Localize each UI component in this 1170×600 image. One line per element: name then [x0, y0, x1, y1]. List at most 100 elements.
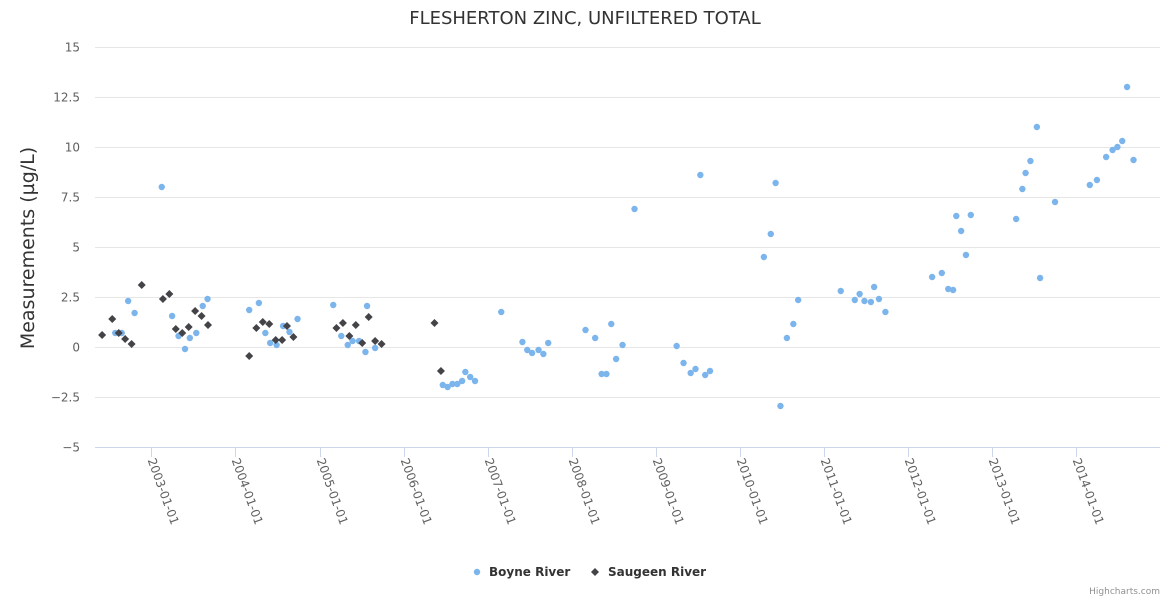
data-point[interactable] — [458, 377, 466, 385]
data-point[interactable] — [687, 369, 694, 377]
data-point[interactable] — [535, 346, 542, 354]
data-point[interactable] — [545, 339, 552, 347]
data-point[interactable] — [278, 336, 287, 344]
data-point[interactable] — [1012, 215, 1020, 223]
data-point[interactable] — [1109, 146, 1116, 154]
data-point[interactable] — [870, 283, 878, 291]
data-point[interactable] — [619, 341, 626, 349]
data-point[interactable] — [1019, 185, 1026, 193]
data-point[interactable] — [772, 179, 779, 187]
data-point[interactable] — [706, 367, 714, 375]
data-point[interactable] — [131, 309, 138, 317]
data-point[interactable] — [197, 312, 206, 320]
data-point[interactable] — [867, 298, 875, 306]
data-point[interactable] — [1119, 137, 1126, 145]
data-point[interactable] — [338, 332, 345, 340]
data-point[interactable] — [245, 352, 254, 360]
data-point[interactable] — [471, 377, 479, 385]
data-point[interactable] — [603, 370, 610, 378]
data-point[interactable] — [362, 348, 369, 356]
data-point[interactable] — [612, 355, 620, 363]
data-point[interactable] — [938, 269, 945, 277]
data-point[interactable] — [121, 335, 130, 343]
data-point[interactable] — [790, 320, 797, 328]
data-point[interactable] — [837, 287, 844, 295]
data-point[interactable] — [171, 325, 180, 333]
legend-item-boyne-river[interactable]: Boyne River — [473, 565, 571, 579]
data-point[interactable] — [582, 326, 589, 334]
data-point[interactable] — [524, 346, 531, 354]
data-point[interactable] — [252, 324, 261, 332]
data-point[interactable] — [137, 281, 146, 289]
data-point[interactable] — [271, 336, 280, 344]
data-point[interactable] — [945, 285, 952, 293]
data-point[interactable] — [199, 302, 206, 310]
data-point[interactable] — [344, 341, 351, 349]
data-point[interactable] — [701, 371, 709, 379]
data-point[interactable] — [608, 320, 615, 328]
data-point[interactable] — [673, 342, 680, 350]
data-point[interactable] — [289, 333, 298, 341]
data-point[interactable] — [875, 295, 883, 303]
data-point[interactable] — [851, 296, 858, 304]
data-point[interactable] — [953, 212, 960, 220]
data-point[interactable] — [760, 253, 768, 261]
data-point[interactable] — [108, 315, 117, 323]
data-point[interactable] — [178, 329, 187, 337]
data-point[interactable] — [957, 227, 965, 235]
data-point[interactable] — [158, 183, 165, 191]
data-point[interactable] — [351, 321, 360, 329]
data-point[interactable] — [265, 320, 274, 328]
data-point[interactable] — [204, 295, 211, 303]
data-point[interactable] — [191, 307, 200, 315]
data-point[interactable] — [462, 368, 469, 376]
data-point[interactable] — [338, 319, 347, 327]
data-point[interactable] — [598, 370, 605, 378]
data-point[interactable] — [1022, 169, 1029, 177]
data-point[interactable] — [1102, 153, 1110, 161]
data-point[interactable] — [186, 334, 194, 342]
data-point[interactable] — [454, 380, 461, 388]
data-point[interactable] — [1086, 181, 1093, 189]
data-point[interactable] — [767, 230, 774, 238]
data-point[interactable] — [127, 340, 136, 348]
legend-item-saugeen-river[interactable]: Saugeen River — [591, 565, 706, 579]
data-point[interactable] — [168, 312, 176, 320]
data-point[interactable] — [371, 344, 379, 352]
data-point[interactable] — [371, 337, 380, 345]
data-point[interactable] — [266, 339, 274, 347]
data-point[interactable] — [794, 296, 802, 304]
data-point[interactable] — [124, 297, 132, 305]
data-point[interactable] — [1130, 156, 1137, 164]
data-point[interactable] — [332, 324, 341, 332]
data-point[interactable] — [962, 251, 970, 259]
data-point[interactable] — [1093, 176, 1101, 184]
data-point[interactable] — [697, 171, 704, 179]
data-point[interactable] — [363, 302, 371, 310]
data-point[interactable] — [165, 290, 174, 298]
data-point[interactable] — [286, 328, 293, 336]
data-point[interactable] — [358, 339, 367, 347]
data-point[interactable] — [519, 338, 526, 346]
data-point[interactable] — [856, 290, 863, 298]
data-point[interactable] — [193, 329, 200, 337]
data-point[interactable] — [255, 299, 263, 307]
data-point[interactable] — [330, 301, 337, 309]
data-point[interactable] — [364, 313, 373, 321]
data-point[interactable] — [1036, 274, 1044, 282]
data-point[interactable] — [591, 334, 599, 342]
data-point[interactable] — [262, 329, 269, 337]
data-point[interactable] — [98, 331, 107, 339]
data-point[interactable] — [967, 211, 974, 219]
data-point[interactable] — [158, 295, 167, 303]
data-point[interactable] — [282, 322, 291, 330]
data-point[interactable] — [882, 308, 889, 316]
data-point[interactable] — [1051, 198, 1059, 206]
data-point[interactable] — [184, 323, 193, 331]
data-point[interactable] — [498, 308, 505, 316]
data-point[interactable] — [114, 329, 123, 337]
data-point[interactable] — [430, 319, 439, 327]
data-point[interactable] — [204, 321, 213, 329]
data-point[interactable] — [466, 373, 474, 381]
data-point[interactable] — [1027, 157, 1034, 165]
